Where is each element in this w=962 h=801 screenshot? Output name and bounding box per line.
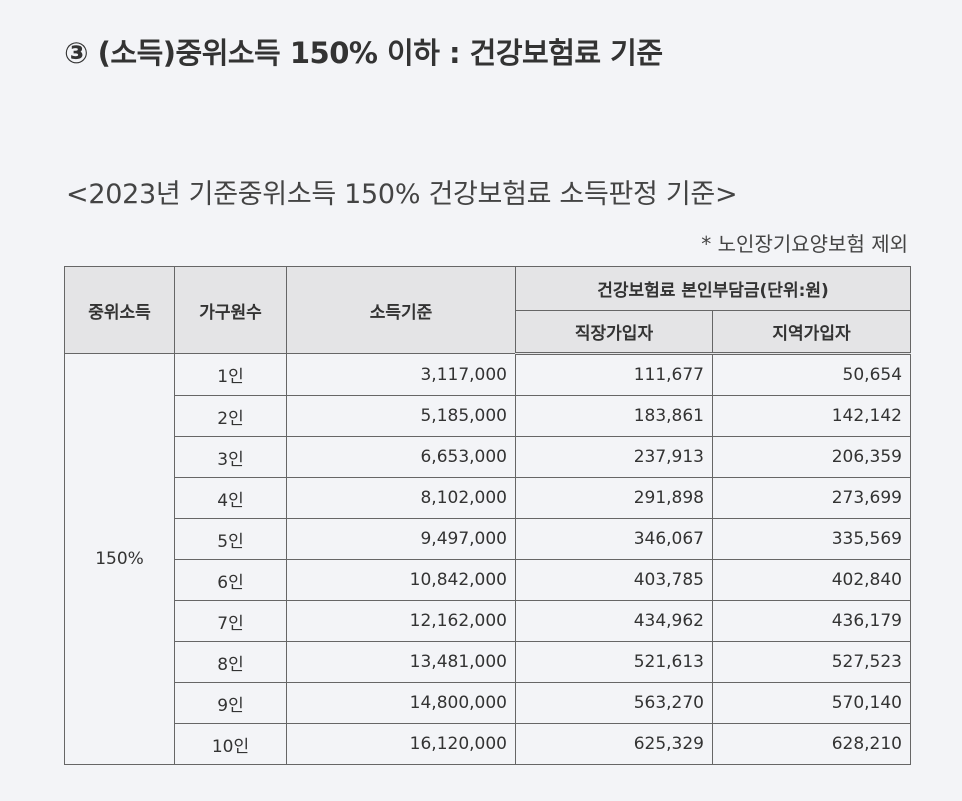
table-row: 3인 6,653,000 237,913 206,359 [65, 436, 912, 478]
household-cell: 7인 [174, 600, 287, 642]
household-cell: 4인 [174, 477, 287, 519]
section-heading: ③ (소득)중위소득 150% 이하 : 건강보험료 기준 [64, 36, 663, 70]
employee-premium-cell: 346,067 [515, 518, 713, 560]
regional-premium-cell: 402,840 [711, 559, 912, 601]
household-cell: 2인 [174, 395, 287, 437]
employee-premium-cell: 291,898 [515, 477, 713, 519]
table-note: * 노인장기요양보험 제외 [701, 232, 908, 256]
income-cell: 5,185,000 [286, 395, 516, 437]
income-cell: 3,117,000 [286, 353, 516, 396]
income-cell: 16,120,000 [286, 723, 516, 765]
employee-premium-cell: 434,962 [515, 600, 713, 642]
table-body: 150% 1인 3,117,000 111,677 50,654 2인 5,185,000 1… [64, 353, 912, 765]
income-cell: 9,497,000 [286, 518, 516, 560]
header-income-standard: 소득기준 [286, 266, 516, 354]
table-title: <2023년 기준중위소득 150% 건강보험료 소득판정 기준> [66, 179, 738, 210]
employee-premium-cell: 563,270 [515, 682, 713, 724]
table-row: 7인 12,162,000 434,962 436,179 [65, 600, 912, 642]
regional-premium-cell: 436,179 [711, 600, 912, 642]
employee-premium-cell: 237,913 [515, 436, 713, 478]
income-cell: 12,162,000 [286, 600, 516, 642]
table-row: 8인 13,481,000 521,613 527,523 [65, 641, 912, 683]
regional-premium-cell: 570,140 [711, 682, 912, 724]
household-cell: 9인 [174, 682, 287, 724]
employee-premium-cell: 111,677 [515, 353, 713, 396]
regional-premium-cell: 142,142 [711, 395, 912, 437]
employee-premium-cell: 403,785 [515, 559, 713, 601]
employee-premium-cell: 625,329 [515, 723, 713, 765]
employee-premium-cell: 183,861 [515, 395, 713, 437]
household-cell: 1인 [174, 353, 287, 396]
header-employee: 직장가입자 [515, 310, 713, 355]
household-cell: 8인 [174, 641, 287, 683]
table-row: 4인 8,102,000 291,898 273,699 [65, 477, 912, 519]
table-row: 5인 9,497,000 346,067 335,569 [65, 518, 912, 560]
household-cell: 3인 [174, 436, 287, 478]
income-cell: 8,102,000 [286, 477, 516, 519]
header-premium-group: 건강보험료 본인부담금(단위:원) [514, 266, 912, 311]
regional-premium-cell: 628,210 [711, 723, 912, 765]
regional-premium-cell: 50,654 [711, 353, 912, 396]
employee-premium-cell: 521,613 [515, 641, 713, 683]
household-cell: 6인 [174, 559, 287, 601]
household-cell: 10인 [174, 723, 287, 765]
table-row: 9인 14,800,000 563,270 570,140 [65, 682, 912, 724]
table-row: 150% 1인 3,117,000 111,677 50,654 [64, 353, 912, 765]
header-median-income: 중위소득 [64, 266, 175, 354]
regional-premium-cell: 273,699 [711, 477, 912, 519]
header-regional: 지역가입자 [711, 310, 912, 355]
table-row: 10인 16,120,000 625,329 628,210 [65, 723, 912, 765]
income-cell: 13,481,000 [286, 641, 516, 683]
regional-premium-cell: 335,569 [711, 518, 912, 560]
median-income-cell: 150% [64, 353, 175, 765]
regional-premium-cell: 527,523 [711, 641, 912, 683]
income-cell: 10,842,000 [286, 559, 516, 601]
header-household-size: 가구원수 [174, 266, 287, 354]
table-row: 2인 5,185,000 183,861 142,142 [65, 395, 912, 437]
income-cell: 14,800,000 [286, 682, 516, 724]
income-cell: 6,653,000 [286, 436, 516, 478]
household-cell: 5인 [174, 518, 287, 560]
income-standard-table: 중위소득 가구원수 소득기준 건강보험료 본인부담금(단위:원) 직장가입자 지… [64, 266, 912, 765]
regional-premium-cell: 206,359 [711, 436, 912, 478]
table-row: 6인 10,842,000 403,785 402,840 [65, 559, 912, 601]
